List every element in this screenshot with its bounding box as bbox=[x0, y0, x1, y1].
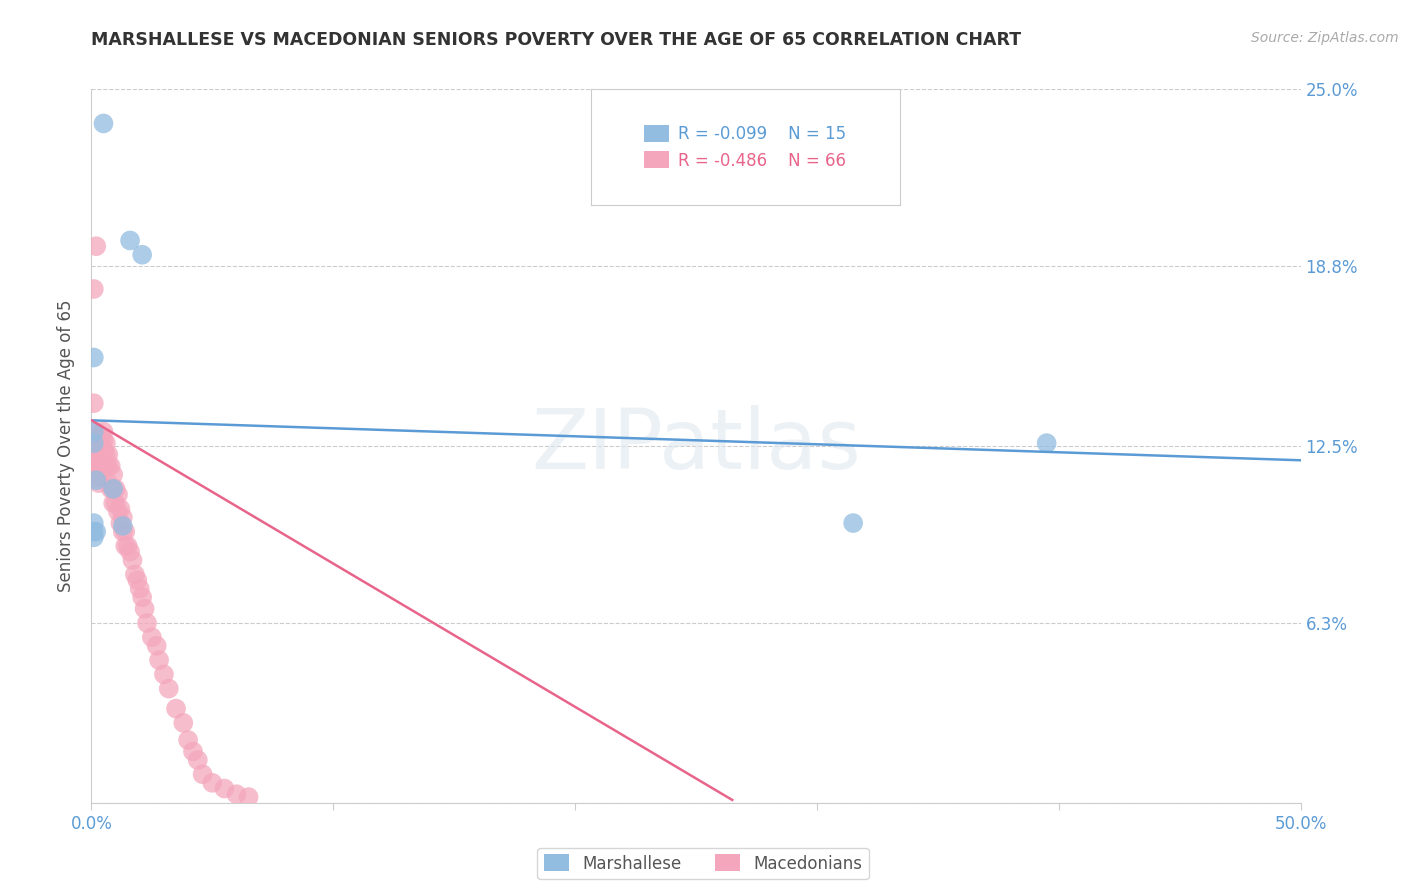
Point bbox=[145, 639, 167, 653]
Point bbox=[104, 482, 127, 496]
Point bbox=[104, 496, 127, 510]
Point bbox=[225, 787, 247, 801]
Point bbox=[93, 425, 115, 439]
Point bbox=[97, 448, 120, 462]
Point bbox=[131, 248, 153, 262]
Point bbox=[842, 516, 865, 530]
Point bbox=[87, 470, 110, 484]
Point bbox=[238, 790, 260, 805]
Point bbox=[84, 473, 107, 487]
Point bbox=[187, 753, 209, 767]
Point bbox=[93, 116, 115, 130]
Text: ZIPatlas: ZIPatlas bbox=[531, 406, 860, 486]
Point bbox=[97, 458, 120, 473]
Point bbox=[87, 465, 110, 479]
Point bbox=[121, 553, 143, 567]
Point bbox=[120, 544, 142, 558]
Point bbox=[93, 444, 115, 458]
Point bbox=[84, 425, 107, 439]
Point bbox=[114, 539, 136, 553]
Point bbox=[177, 733, 200, 747]
Point bbox=[83, 524, 105, 539]
Point bbox=[127, 573, 149, 587]
Point bbox=[114, 524, 136, 539]
Point bbox=[110, 516, 132, 530]
Point bbox=[84, 430, 107, 444]
Point bbox=[83, 425, 105, 439]
Point bbox=[153, 667, 176, 681]
Point bbox=[111, 519, 134, 533]
Point bbox=[83, 436, 105, 450]
Point bbox=[100, 482, 122, 496]
Point bbox=[165, 701, 187, 715]
Legend: R = -0.099    N = 15, R = -0.486    N = 66: R = -0.099 N = 15, R = -0.486 N = 66 bbox=[638, 118, 852, 177]
Point bbox=[214, 781, 236, 796]
Text: Source: ZipAtlas.com: Source: ZipAtlas.com bbox=[1251, 31, 1399, 45]
Point bbox=[87, 453, 110, 467]
Point bbox=[111, 524, 134, 539]
Point bbox=[172, 715, 194, 730]
Point bbox=[107, 505, 129, 519]
Point bbox=[134, 601, 156, 615]
Point bbox=[101, 482, 124, 496]
Point bbox=[131, 591, 153, 605]
Point bbox=[148, 653, 170, 667]
Point bbox=[94, 436, 117, 450]
Point bbox=[84, 524, 107, 539]
Point bbox=[93, 458, 115, 473]
Point bbox=[83, 282, 105, 296]
Point bbox=[191, 767, 214, 781]
Point bbox=[128, 582, 150, 596]
Point bbox=[87, 448, 110, 462]
Point bbox=[83, 516, 105, 530]
Point bbox=[141, 630, 163, 644]
Point bbox=[94, 458, 117, 473]
Point bbox=[87, 476, 110, 491]
Point bbox=[90, 439, 112, 453]
Point bbox=[101, 496, 124, 510]
Point bbox=[100, 458, 122, 473]
Point bbox=[90, 458, 112, 473]
Point bbox=[136, 615, 159, 630]
Point bbox=[93, 434, 115, 448]
Point bbox=[101, 482, 124, 496]
Point bbox=[83, 351, 105, 365]
Text: MARSHALLESE VS MACEDONIAN SENIORS POVERTY OVER THE AGE OF 65 CORRELATION CHART: MARSHALLESE VS MACEDONIAN SENIORS POVERT… bbox=[91, 31, 1022, 49]
Legend: Marshallese, Macedonians: Marshallese, Macedonians bbox=[537, 847, 869, 880]
Point bbox=[84, 239, 107, 253]
Point bbox=[87, 458, 110, 473]
Point bbox=[83, 530, 105, 544]
Point bbox=[124, 567, 146, 582]
Point bbox=[94, 448, 117, 462]
Y-axis label: Seniors Poverty Over the Age of 65: Seniors Poverty Over the Age of 65 bbox=[58, 300, 76, 592]
Point bbox=[84, 448, 107, 462]
Point bbox=[1035, 436, 1057, 450]
Point bbox=[101, 467, 124, 482]
Point bbox=[117, 539, 139, 553]
Point bbox=[90, 430, 112, 444]
Point bbox=[84, 439, 107, 453]
Point bbox=[201, 776, 224, 790]
Point bbox=[181, 744, 204, 758]
Point bbox=[97, 476, 120, 491]
Point bbox=[107, 487, 129, 501]
Point bbox=[157, 681, 180, 696]
Point bbox=[120, 234, 142, 248]
Point bbox=[111, 510, 134, 524]
Point bbox=[90, 453, 112, 467]
Point bbox=[83, 396, 105, 410]
Point bbox=[110, 501, 132, 516]
